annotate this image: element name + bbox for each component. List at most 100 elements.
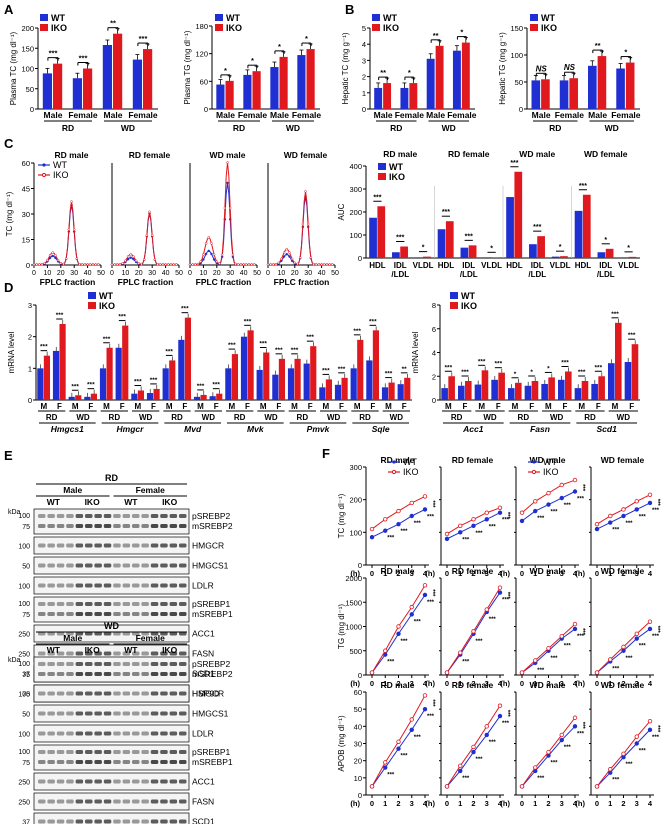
fplc-point-iko xyxy=(124,259,127,262)
y-tick-label: 100 xyxy=(510,51,523,60)
gene-bar-iko xyxy=(325,379,333,400)
blot-band xyxy=(132,691,140,696)
fplc-point-iko xyxy=(59,261,63,265)
sig-label-end: *** xyxy=(579,628,585,636)
sig-label: * xyxy=(624,48,627,57)
timecourse-point-iko xyxy=(533,765,538,770)
blot-band xyxy=(94,583,102,588)
auc-bar-iko xyxy=(468,245,477,258)
x-tick-label: M xyxy=(545,402,552,411)
blot-protein-label: HMGCS1 xyxy=(192,709,229,719)
x-tick-label: 4 xyxy=(423,799,428,808)
timecourse-point-iko xyxy=(484,510,489,515)
sig-label: * xyxy=(251,56,254,65)
sig-label: *** xyxy=(564,745,572,751)
blot-band xyxy=(132,760,140,764)
blot-band xyxy=(38,514,46,518)
blot-band xyxy=(85,731,93,736)
x-tick-label: M xyxy=(40,402,47,411)
panel-letter-a: A xyxy=(4,2,14,17)
y-axis-label: TC (mg dl⁻¹) xyxy=(337,493,346,538)
sig-label: NS xyxy=(536,64,548,73)
legend-label-wt: WT xyxy=(53,160,67,170)
x-tick-label: 2 xyxy=(471,679,475,688)
legend-swatch-wt xyxy=(215,14,223,21)
x-tick-label: 0 xyxy=(32,270,36,277)
y-axis-label: APOB (mg dl⁻¹) xyxy=(337,715,346,772)
gene-bar-wt xyxy=(272,374,279,400)
x-tick-label: /LDL xyxy=(597,270,615,279)
fplc-point-iko xyxy=(194,263,197,266)
sig-label: *** xyxy=(414,619,422,625)
blot-band xyxy=(132,779,140,784)
gene-bar-iko xyxy=(75,395,82,400)
sig-label: *** xyxy=(462,537,470,543)
x-tick-label: 4 xyxy=(648,679,653,688)
sig-label: *** xyxy=(626,521,634,527)
group-label-rd: RD xyxy=(62,123,74,133)
fplc-point-wt xyxy=(126,257,130,261)
y-tick-label: 50 xyxy=(26,85,34,94)
x-tick-label: 40 xyxy=(240,270,248,277)
gene-bar-iko xyxy=(498,372,505,400)
timecourse-point-wt xyxy=(458,768,463,774)
blot-band xyxy=(169,779,178,784)
fplc-point-iko xyxy=(48,253,52,257)
blot-band xyxy=(56,543,65,548)
timecourse-point-iko xyxy=(621,507,626,512)
blot-band xyxy=(141,563,149,568)
fplc-point-iko xyxy=(134,259,138,262)
timecourse-point-wt xyxy=(396,746,401,751)
blot-band xyxy=(38,583,46,588)
sig-label: *** xyxy=(462,776,470,782)
timecourse-point-iko xyxy=(422,583,428,588)
blot-band xyxy=(160,524,168,528)
fplc-point-iko xyxy=(288,251,291,254)
timecourse-point-iko xyxy=(471,629,476,634)
blot-band xyxy=(103,651,112,656)
x-tick-label: M xyxy=(166,402,173,411)
bar-iko xyxy=(113,33,123,109)
blot-band xyxy=(132,750,140,754)
x-tick-label: 50 xyxy=(175,270,183,277)
sig-label: *** xyxy=(445,364,453,371)
blot-band xyxy=(160,583,168,588)
y-tick-label: 100 xyxy=(21,65,34,74)
y-axis-fplc: 0 15 30 45 60 TC (mg dl⁻¹) xyxy=(5,159,35,270)
blot-protein-label: FASN xyxy=(192,649,214,659)
y-tick-label: 50 xyxy=(354,705,362,714)
blot-band xyxy=(113,651,121,656)
y-tick-label: 0 xyxy=(362,105,366,114)
sig-label: *** xyxy=(387,660,395,666)
kda-marker: 100 xyxy=(18,584,30,591)
sig-label: * xyxy=(514,371,517,378)
timecourse-point-iko xyxy=(546,490,551,496)
y-tick-label: 5 xyxy=(362,24,366,33)
sig-label: *** xyxy=(427,714,435,720)
fplc-point-iko xyxy=(89,263,92,266)
blot-band xyxy=(103,691,112,696)
gene-bar-iko xyxy=(581,381,589,400)
blot-band xyxy=(103,731,112,736)
blot-band xyxy=(75,524,84,528)
blot-band xyxy=(179,524,187,528)
blot-band xyxy=(66,583,74,588)
timecourse-point-wt xyxy=(634,741,639,746)
blot-band xyxy=(94,799,102,804)
x-tick-label: F xyxy=(151,402,156,411)
x-axis-label: FPLC fraction xyxy=(118,277,174,287)
group-label-wd: WD xyxy=(286,123,300,133)
gene-bar-wt xyxy=(162,368,169,400)
fplc-point-iko xyxy=(83,263,87,266)
x-tick-label: 2 xyxy=(546,799,550,808)
x-tick-label: 2 xyxy=(396,799,400,808)
timecourse-point-iko xyxy=(444,531,450,537)
x-tick-label: Female xyxy=(68,110,98,120)
x-tick-label: 2 xyxy=(546,569,550,578)
